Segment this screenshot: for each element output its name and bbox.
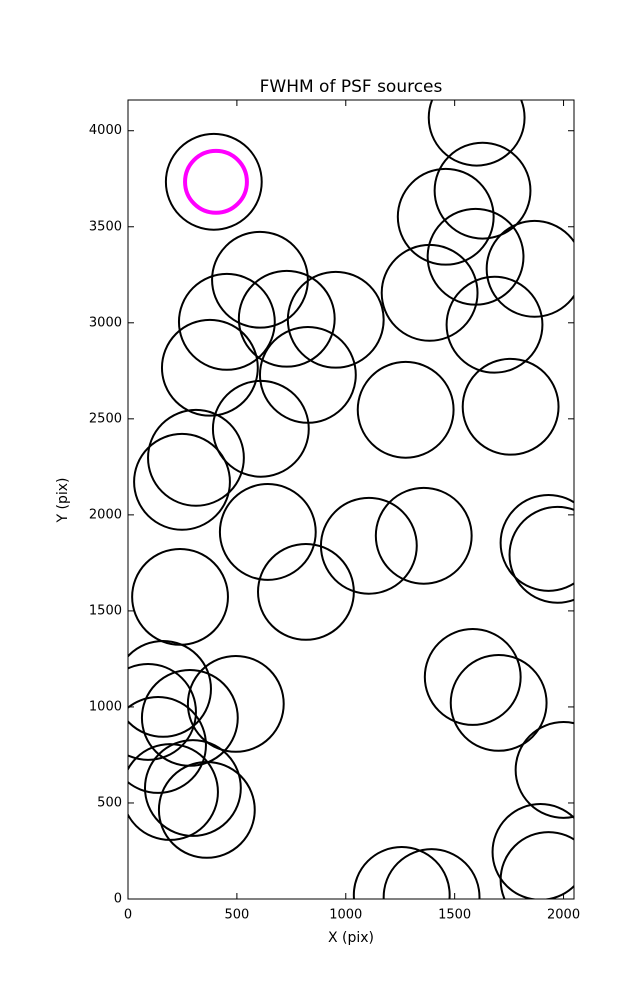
psf-circle xyxy=(514,721,574,819)
psf-circle xyxy=(257,542,355,641)
y-tick-label: 2000 xyxy=(89,507,122,522)
psf-circle xyxy=(423,628,522,726)
x-tick-label: 1000 xyxy=(329,908,362,923)
y-axis-label: Y (pix) xyxy=(55,478,71,524)
y-tick-label: 3500 xyxy=(89,219,122,234)
x-tick-label: 0 xyxy=(124,908,132,923)
psf-circle xyxy=(433,141,532,240)
psf-circle xyxy=(374,486,473,585)
psf-circle xyxy=(449,653,548,752)
y-tick-label: 1500 xyxy=(89,603,122,618)
psf-circle xyxy=(491,803,574,899)
psf-circle xyxy=(147,408,245,507)
psf-circle xyxy=(499,494,574,592)
psf-circle xyxy=(286,270,385,369)
y-tick-label: 500 xyxy=(97,795,122,810)
psf-circle xyxy=(143,739,242,837)
psf-circle xyxy=(186,654,285,753)
psf-circle xyxy=(396,167,495,266)
psf-circle xyxy=(352,846,451,899)
psf-circle xyxy=(128,696,207,794)
psf-circle xyxy=(157,760,256,859)
psf-circle xyxy=(380,243,479,342)
y-tick-label: 1000 xyxy=(89,699,122,714)
psf-circle xyxy=(508,505,574,604)
psf-circle xyxy=(160,318,259,417)
psf-circle xyxy=(133,432,231,531)
psf-circle xyxy=(237,269,336,368)
psf-circle xyxy=(218,483,317,581)
x-axis-label: X (pix) xyxy=(328,930,374,946)
x-tick-label: 1500 xyxy=(438,908,471,923)
psf-circle xyxy=(211,379,310,478)
plot-area xyxy=(128,100,574,899)
psf-circle xyxy=(382,848,481,899)
y-tick-label: 3000 xyxy=(89,315,122,330)
y-tick-label: 0 xyxy=(114,892,122,907)
chart-title: FWHM of PSF sources xyxy=(260,77,443,97)
psf-circle xyxy=(164,132,263,231)
psf-circle xyxy=(183,148,249,215)
psf-circle xyxy=(445,275,544,374)
y-tick-label: 2500 xyxy=(89,411,122,426)
psf-circle xyxy=(461,357,560,456)
psf-circle xyxy=(356,360,455,459)
psf-circle xyxy=(485,219,574,318)
plot-frame xyxy=(127,99,575,900)
x-tick-label: 500 xyxy=(224,908,249,923)
psf-circle xyxy=(177,272,276,371)
x-tick-label: 2000 xyxy=(547,908,580,923)
psf-circle xyxy=(128,639,212,738)
y-tick-label: 4000 xyxy=(89,123,122,138)
psf-circle xyxy=(128,663,197,761)
psf-circle xyxy=(427,100,526,167)
psf-circle xyxy=(499,831,574,899)
